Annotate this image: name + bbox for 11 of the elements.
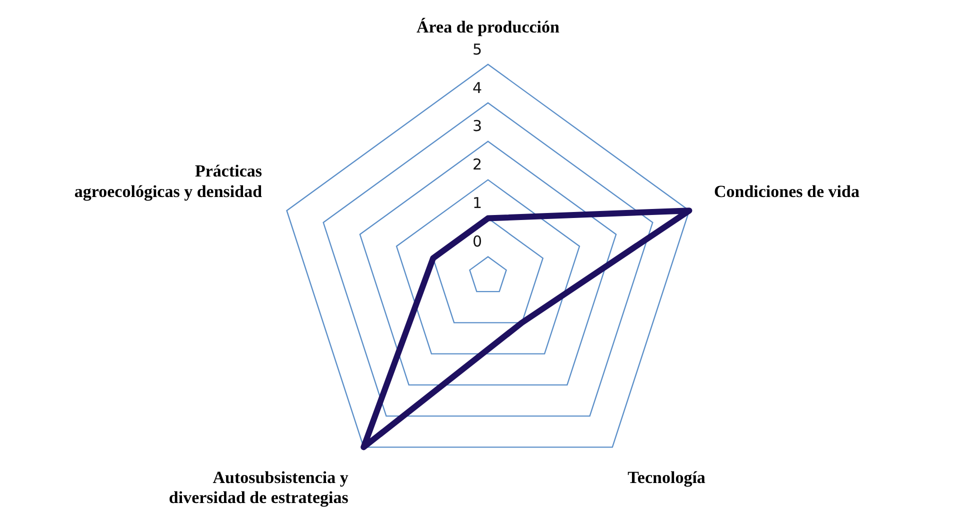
y-tick-label: 4 <box>472 78 482 97</box>
y-tick-label: 2 <box>472 156 482 174</box>
spoke-label: Condiciones de vida <box>714 182 860 201</box>
y-tick-label: 0 <box>472 232 482 251</box>
spoke-label: Autosubsistencia y diversidad de estrategias <box>168 468 349 508</box>
spoke-label: Área de producción <box>416 18 560 37</box>
spoke-label: Tecnología <box>628 468 706 487</box>
spoke-label: Prácticas agroecológicas y densidad <box>74 161 263 201</box>
y-tick-label: 5 <box>472 40 482 58</box>
y-tick-label: 1 <box>472 194 482 212</box>
y-tick-label: 3 <box>472 117 482 136</box>
